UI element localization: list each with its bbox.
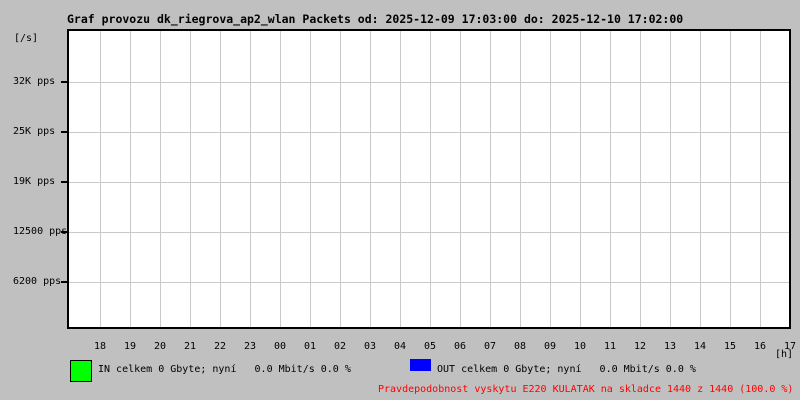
y-axis-tick-label: 19K pps — [13, 176, 56, 187]
gridline-horizontal — [69, 182, 789, 183]
x-axis-tick-label: 07 — [483, 341, 497, 352]
gridline-vertical — [700, 31, 701, 327]
gridline-vertical — [370, 31, 371, 327]
gridline-vertical — [610, 31, 611, 327]
x-axis-tick-label: 18 — [93, 341, 107, 352]
gridline-vertical — [400, 31, 401, 327]
gridline-vertical — [640, 31, 641, 327]
gridline-vertical — [550, 31, 551, 327]
x-axis-tick-label: 13 — [663, 341, 677, 352]
gridline-vertical — [670, 31, 671, 327]
gridline-vertical — [220, 31, 221, 327]
legend-in-label: IN celkem 0 Gbyte; nyní 0.0 Mbit/s 0.0 % — [98, 364, 351, 375]
x-axis-tick-label: 04 — [393, 341, 407, 352]
gridline-vertical — [100, 31, 101, 327]
x-axis-tick-label: 00 — [273, 341, 287, 352]
x-axis-tick-label: 03 — [363, 341, 377, 352]
gridline-vertical — [310, 31, 311, 327]
y-axis-tick-label: 6200 pps — [13, 276, 62, 287]
graph-title: Graf provozu dk_riegrova_ap2_wlan Packet… — [67, 12, 684, 26]
x-axis-tick-label: 22 — [213, 341, 227, 352]
gridline-vertical — [520, 31, 521, 327]
y-axis-tick-mark — [61, 81, 68, 83]
x-axis-tick-label: 12 — [633, 341, 647, 352]
x-axis-tick-label: 08 — [513, 341, 527, 352]
gridline-vertical — [460, 31, 461, 327]
x-axis-tick-label: 17 — [783, 341, 797, 352]
gridline-vertical — [580, 31, 581, 327]
gridline-horizontal — [69, 82, 789, 83]
x-axis-tick-label: 01 — [303, 341, 317, 352]
x-axis-tick-label: 21 — [183, 341, 197, 352]
y-axis-tick-label: 25K pps — [13, 126, 56, 137]
y-axis-unit-label: [/s] — [14, 33, 39, 44]
x-axis-tick-label: 09 — [543, 341, 557, 352]
x-axis-tick-label: 14 — [693, 341, 707, 352]
x-axis-unit-label: [h] — [775, 349, 794, 360]
gridline-vertical — [760, 31, 761, 327]
gridline-horizontal — [69, 232, 789, 233]
legend-in-swatch — [70, 360, 92, 382]
legend-out-swatch — [410, 359, 431, 371]
x-axis-tick-label: 19 — [123, 341, 137, 352]
x-axis-tick-label: 23 — [243, 341, 257, 352]
gridline-vertical — [250, 31, 251, 327]
x-axis-tick-label: 05 — [423, 341, 437, 352]
gridline-vertical — [430, 31, 431, 327]
gridline-vertical — [130, 31, 131, 327]
y-axis-tick-label: 32K pps — [13, 76, 56, 87]
y-axis-tick-label: 12500 pps — [13, 226, 68, 237]
gridline-horizontal — [69, 132, 789, 133]
gridline-vertical — [280, 31, 281, 327]
gridline-vertical — [160, 31, 161, 327]
y-axis-tick-mark — [61, 231, 68, 233]
x-axis-tick-label: 10 — [573, 341, 587, 352]
plot-area — [67, 29, 791, 329]
gridline-vertical — [730, 31, 731, 327]
x-axis-tick-label: 02 — [333, 341, 347, 352]
footer-warning-text: Pravdepodobnost vyskytu E220 KULATAK na … — [378, 384, 794, 395]
x-axis-tick-label: 15 — [723, 341, 737, 352]
gridline-vertical — [490, 31, 491, 327]
x-axis-tick-label: 11 — [603, 341, 617, 352]
x-axis-tick-label: 06 — [453, 341, 467, 352]
y-axis-tick-mark — [61, 281, 68, 283]
legend-out-label: OUT celkem 0 Gbyte; nyní 0.0 Mbit/s 0.0 … — [437, 364, 696, 375]
x-axis-tick-label: 16 — [753, 341, 767, 352]
y-axis-tick-mark — [61, 131, 68, 133]
gridline-vertical — [340, 31, 341, 327]
gridline-horizontal — [69, 282, 789, 283]
x-axis-tick-label: 20 — [153, 341, 167, 352]
gridline-vertical — [190, 31, 191, 327]
y-axis-tick-mark — [61, 181, 68, 183]
